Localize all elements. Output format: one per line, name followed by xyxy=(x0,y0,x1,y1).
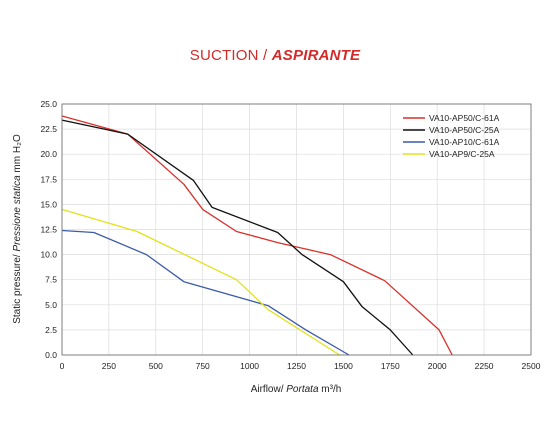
x-tick-label: 1000 xyxy=(240,361,259,371)
y-tick-label: 17.5 xyxy=(40,174,57,184)
y-tick-label: 5.0 xyxy=(45,300,57,310)
series-line-2 xyxy=(61,119,414,356)
series-line-1 xyxy=(61,115,453,356)
y-tick-label: 25.0 xyxy=(40,99,57,109)
x-tick-label: 500 xyxy=(149,361,163,371)
x-tick-label: 750 xyxy=(196,361,210,371)
y-tick-label: 7.5 xyxy=(45,275,57,285)
x-tick-label: 0 xyxy=(60,361,65,371)
y-tick-label: 22.5 xyxy=(40,124,57,134)
y-tick-label: 10.0 xyxy=(40,250,57,260)
legend-label-1: VA10-AP50/C-61A xyxy=(429,113,500,123)
y-tick-label: 0.0 xyxy=(45,350,57,360)
y-tick-label: 12.5 xyxy=(40,225,57,235)
chart-title-main: SUCTION / xyxy=(189,47,272,64)
x-axis-label-part-2: Portata xyxy=(286,384,319,395)
y-tick-label: 20.0 xyxy=(40,149,57,159)
y-axis-label: Static pressure/ Pressione statica mm H₂… xyxy=(12,134,23,324)
tick-labels: 0 250 500 750 1000 1250 1500 1750 2000 2250 2500 0.… xyxy=(40,99,540,371)
chart-title-italic: ASPIRANTE xyxy=(271,47,361,64)
legend-label-3: VA10-AP10/C-61A xyxy=(429,137,500,147)
legend-label-4: VA10-AP9/C-25A xyxy=(429,149,495,159)
y-axis-label-part-2: Pressione statica xyxy=(12,175,23,252)
x-axis-label: Airflow/ Portata m³/h xyxy=(251,384,342,395)
x-tick-label: 2000 xyxy=(428,361,447,371)
x-axis-label-part-1: Airflow/ xyxy=(251,384,287,395)
series-line-3 xyxy=(61,229,350,356)
legend: VA10-AP50/C-61A VA10-AP50/C-25A VA10-AP10/… xyxy=(403,113,500,159)
x-axis-label-part-3: m³/h xyxy=(319,384,342,395)
legend-label-2: VA10-AP50/C-25A xyxy=(429,125,500,135)
y-tick-label: 2.5 xyxy=(45,325,57,335)
y-axis-label-part-1: Static pressure/ xyxy=(12,252,23,324)
x-tick-label: 1750 xyxy=(381,361,400,371)
chart-title: SUCTION / ASPIRANTE xyxy=(0,47,550,64)
series-lines xyxy=(61,115,453,356)
plot-border xyxy=(61,103,532,356)
x-tick-label: 250 xyxy=(102,361,116,371)
x-tick-label: 1500 xyxy=(334,361,353,371)
x-tick-label: 2250 xyxy=(475,361,494,371)
y-axis-label-part-3: mm H₂O xyxy=(12,134,23,175)
y-tick-label: 15.0 xyxy=(40,199,57,209)
series-line-4 xyxy=(61,208,340,356)
x-tick-label: 2500 xyxy=(522,361,541,371)
x-tick-label: 1250 xyxy=(287,361,306,371)
